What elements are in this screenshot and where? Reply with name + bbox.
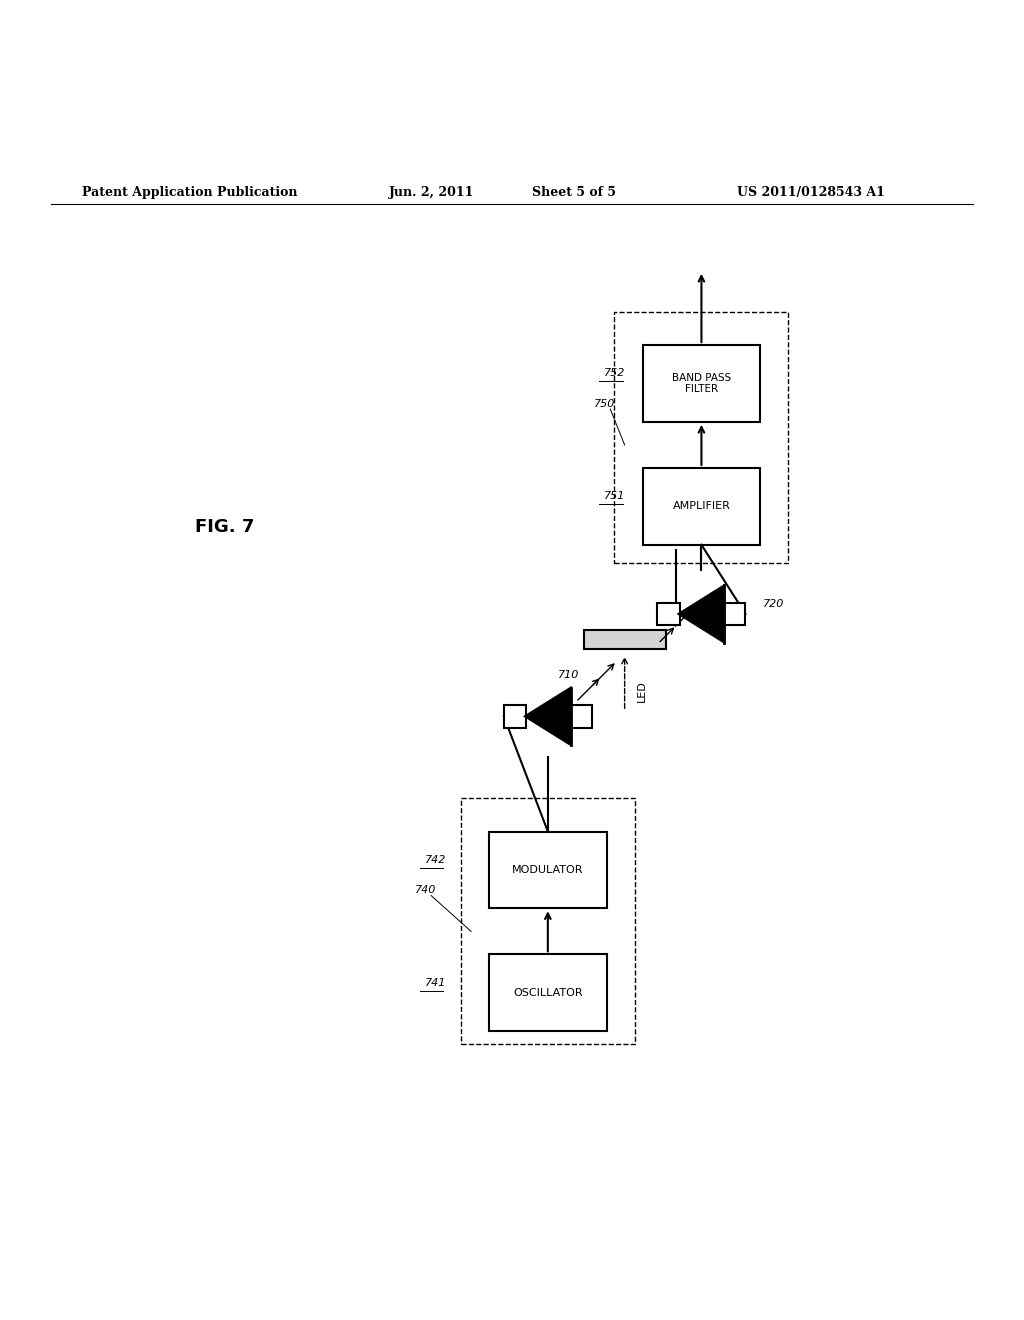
Bar bbox=[489, 832, 606, 908]
Bar bbox=[584, 631, 666, 648]
Text: 752: 752 bbox=[604, 368, 626, 379]
Text: OSCILLATOR: OSCILLATOR bbox=[513, 987, 583, 998]
Text: LED: LED bbox=[637, 680, 647, 702]
Bar bbox=[461, 799, 635, 1044]
Polygon shape bbox=[679, 585, 724, 643]
Text: 710: 710 bbox=[558, 671, 580, 680]
Text: Jun. 2, 2011: Jun. 2, 2011 bbox=[389, 186, 474, 198]
Text: BAND PASS
FILTER: BAND PASS FILTER bbox=[672, 372, 731, 395]
Text: 740: 740 bbox=[415, 886, 436, 895]
Bar bbox=[723, 603, 745, 626]
Text: 751: 751 bbox=[604, 491, 626, 502]
Text: 750: 750 bbox=[594, 399, 615, 409]
Text: MODULATOR: MODULATOR bbox=[512, 865, 584, 875]
Polygon shape bbox=[525, 688, 570, 744]
Text: US 2011/0128543 A1: US 2011/0128543 A1 bbox=[737, 186, 885, 198]
Text: AMPLIFIER: AMPLIFIER bbox=[673, 502, 730, 511]
Bar bbox=[643, 345, 760, 422]
Text: 720: 720 bbox=[763, 599, 784, 609]
Bar bbox=[614, 312, 788, 562]
Bar bbox=[489, 954, 606, 1031]
Text: 741: 741 bbox=[425, 978, 446, 987]
Bar bbox=[504, 705, 526, 727]
Text: Sheet 5 of 5: Sheet 5 of 5 bbox=[532, 186, 616, 198]
Bar bbox=[569, 705, 592, 727]
Bar bbox=[643, 469, 760, 545]
Bar bbox=[657, 603, 680, 626]
Text: 742: 742 bbox=[425, 854, 446, 865]
Text: Patent Application Publication: Patent Application Publication bbox=[82, 186, 297, 198]
Text: FIG. 7: FIG. 7 bbox=[195, 517, 254, 536]
